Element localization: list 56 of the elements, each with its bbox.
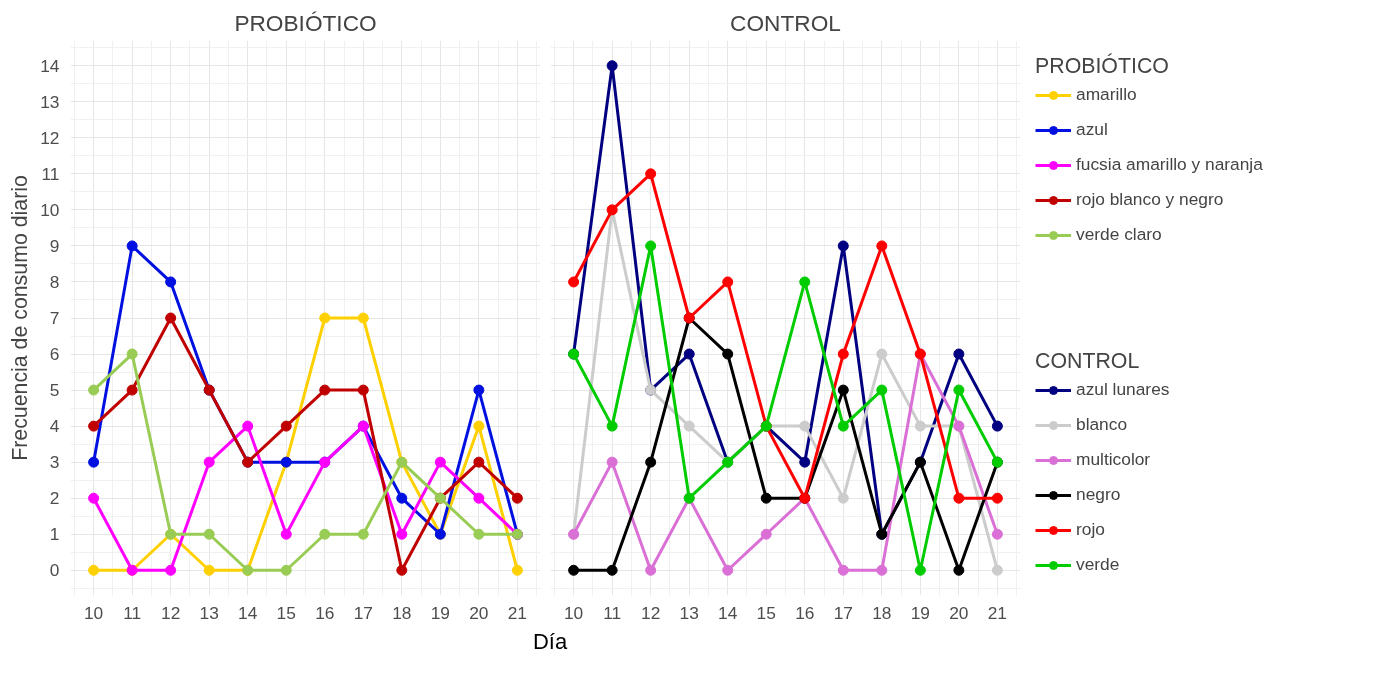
legend-label: blanco bbox=[1076, 414, 1128, 435]
x-tick-label: 17 bbox=[833, 602, 853, 623]
legend-label: rojo blanco y negro bbox=[1076, 189, 1224, 210]
x-tick-label: 10 bbox=[563, 602, 584, 623]
x-tick-label: 19 bbox=[430, 602, 450, 623]
y-tick-label: 0 bbox=[49, 560, 60, 581]
legend-label: azul bbox=[1076, 119, 1108, 140]
x-tick-label: 11 bbox=[123, 602, 142, 623]
x-tick-label: 21 bbox=[987, 602, 1008, 623]
y-tick-label: 13 bbox=[40, 91, 60, 112]
x-tick-label: 12 bbox=[641, 602, 661, 623]
legend-label: amarillo bbox=[1076, 84, 1137, 105]
x-tick-label: 18 bbox=[872, 602, 892, 623]
y-tick-label: 5 bbox=[49, 380, 60, 401]
y-tick-label: 8 bbox=[49, 271, 60, 292]
x-tick-label: 12 bbox=[161, 602, 181, 623]
y-tick-label: 11 bbox=[41, 163, 60, 184]
y-tick-label: 7 bbox=[49, 308, 60, 328]
y-tick-label: 4 bbox=[49, 416, 60, 437]
chart-title: CONTROL bbox=[730, 9, 841, 36]
y-tick-label: 6 bbox=[49, 344, 60, 365]
x-tick-label: 16 bbox=[315, 602, 335, 623]
legend-label: verde bbox=[1076, 554, 1120, 575]
x-tick-label: 14 bbox=[238, 602, 258, 623]
legend-title: CONTROL bbox=[1035, 349, 1141, 374]
y-tick-label: 9 bbox=[49, 235, 60, 256]
x-tick-label: 20 bbox=[469, 602, 489, 623]
x-tick-label: 17 bbox=[353, 602, 373, 623]
x-tick-label: 20 bbox=[949, 602, 969, 623]
y-axis-title: Frecuencia de consumo diario bbox=[8, 175, 33, 461]
x-tick-label: 21 bbox=[507, 602, 528, 623]
legend-title: PROBIÓTICO bbox=[1035, 54, 1170, 79]
x-tick-label: 13 bbox=[199, 602, 219, 623]
x-tick-label: 18 bbox=[392, 602, 412, 623]
x-tick-label: 11 bbox=[603, 602, 622, 623]
legend-label: rojo bbox=[1076, 519, 1105, 540]
y-tick-label: 14 bbox=[40, 55, 60, 76]
y-tick-label: 1 bbox=[49, 524, 60, 545]
x-tick-label: 14 bbox=[718, 602, 738, 623]
x-tick-label: 13 bbox=[679, 602, 699, 623]
x-tick-label: 15 bbox=[756, 602, 776, 623]
legend-label: azul lunares bbox=[1076, 379, 1170, 400]
y-tick-label: 3 bbox=[49, 452, 60, 473]
x-tick-label: 16 bbox=[795, 602, 815, 623]
x-tick-label: 15 bbox=[276, 602, 296, 623]
y-tick-label: 10 bbox=[40, 199, 60, 220]
y-tick-label: 12 bbox=[40, 127, 60, 148]
legend-label: verde claro bbox=[1076, 224, 1162, 245]
x-axis-title: Día bbox=[532, 628, 568, 656]
chart-title: PROBIÓTICO bbox=[234, 9, 377, 36]
y-tick-label: 2 bbox=[49, 488, 60, 509]
legend-label: negro bbox=[1076, 484, 1121, 505]
x-tick-label: 10 bbox=[83, 602, 104, 623]
legend-label: fucsia amarillo y naranja bbox=[1076, 154, 1263, 175]
x-tick-label: 19 bbox=[910, 602, 930, 623]
legend-label: multicolor bbox=[1076, 449, 1151, 470]
